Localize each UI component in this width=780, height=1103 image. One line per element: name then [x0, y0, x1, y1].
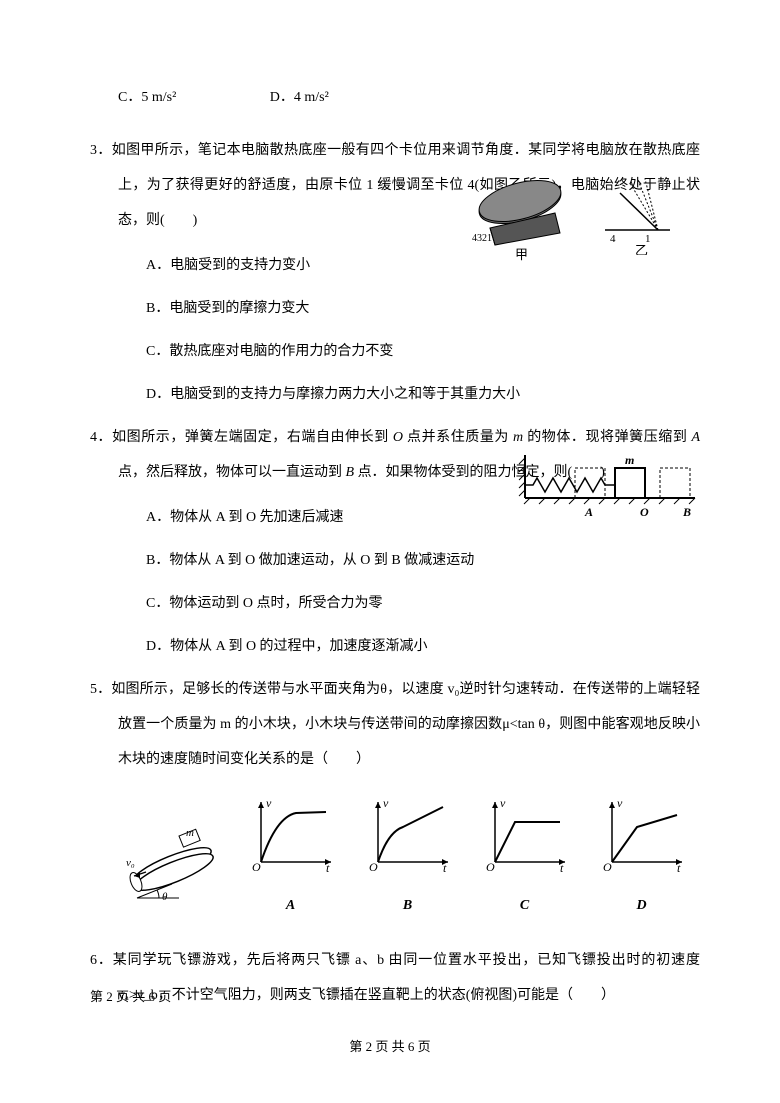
- svg-text:v: v: [383, 797, 389, 810]
- svg-text:A: A: [584, 505, 593, 519]
- q3-option-d: D．电脑受到的支持力与摩擦力两力大小之和等于其重力大小: [90, 377, 700, 412]
- svg-text:甲: 甲: [515, 247, 528, 262]
- q3-figure-yi: 4 1 乙: [600, 175, 680, 255]
- svg-text:O: O: [603, 860, 612, 872]
- svg-text:4: 4: [610, 233, 616, 245]
- svg-text:B: B: [682, 505, 691, 519]
- page-footer-left: 第 2 页 共 6 页: [90, 981, 171, 1014]
- svg-text:O: O: [252, 860, 261, 872]
- prev-question-options: C．5 m/s² D．4 m/s²: [90, 80, 700, 115]
- svg-text:v: v: [617, 797, 623, 810]
- svg-text:v: v: [500, 797, 506, 810]
- q5-graph-d: v t O D: [597, 797, 687, 923]
- svg-text:m: m: [186, 827, 194, 839]
- q4-figure: m A O B: [515, 450, 700, 520]
- svg-text:v₀: v₀: [126, 857, 135, 869]
- svg-text:O: O: [486, 860, 495, 872]
- svg-text:v: v: [266, 797, 272, 810]
- q5-stem: 5．如图所示，足够长的传送带与水平面夹角为θ，以速度 v₀逆时针匀速转动．在传送…: [90, 672, 700, 777]
- svg-text:4321: 4321: [472, 233, 492, 244]
- q5-graph-b: v t O B: [363, 797, 453, 923]
- svg-text:乙: 乙: [635, 243, 648, 255]
- question-4: 4．如图所示，弹簧左端固定，右端自由伸长到 O 点并系住质量为 m 的物体．现将…: [90, 420, 700, 664]
- q5-incline-diagram: m v₀ θ: [124, 824, 219, 923]
- q5-graph-c: v t O C: [480, 797, 570, 923]
- svg-text:θ: θ: [162, 891, 168, 903]
- question-6: 6．某同学玩飞镖游戏，先后将两只飞镖 a、b 由同一位置水平投出，已知飞镖投出时…: [90, 943, 700, 1013]
- q3-figure-jia: 4321 甲: [460, 173, 570, 263]
- q4-option-b: B．物体从 A 到 O 做加速运动，从 O 到 B 做减速运动: [90, 543, 700, 578]
- page-footer-center: 第 2 页 共 6 页: [0, 1031, 780, 1064]
- q4-option-c: C．物体运动到 O 点时，所受合力为零: [90, 586, 700, 621]
- option-c: C．5 m/s²: [118, 80, 176, 115]
- q5-graphs-row: m v₀ θ v t O A: [90, 787, 700, 943]
- q6-stem: 6．某同学玩飞镖游戏，先后将两只飞镖 a、b 由同一位置水平投出，已知飞镖投出时…: [90, 943, 700, 1013]
- option-d: D．4 m/s²: [270, 80, 329, 115]
- q3-option-c: C．散热底座对电脑的作用力的合力不变: [90, 334, 700, 369]
- q3-option-b: B．电脑受到的摩擦力变大: [90, 291, 700, 326]
- q5-graph-a: v t O A: [246, 797, 336, 923]
- question-5: 5．如图所示，足够长的传送带与水平面夹角为θ，以速度 v₀逆时针匀速转动．在传送…: [90, 672, 700, 943]
- svg-text:m: m: [625, 453, 634, 467]
- svg-text:O: O: [369, 860, 378, 872]
- svg-text:O: O: [640, 505, 649, 519]
- q4-option-d: D．物体从 A 到 O 的过程中，加速度逐渐减小: [90, 629, 700, 664]
- question-3: 3．如图甲所示，笔记本电脑散热底座一般有四个卡位用来调节角度．某同学将电脑放在散…: [90, 133, 700, 412]
